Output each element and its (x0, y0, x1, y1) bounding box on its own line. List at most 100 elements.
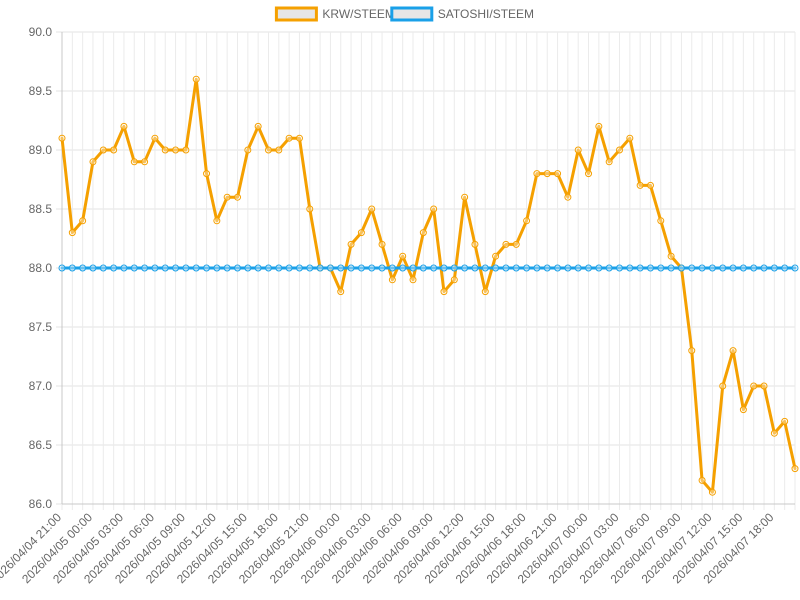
data-point (760, 264, 768, 272)
data-point (791, 465, 799, 473)
data-point (275, 264, 283, 272)
data-point (750, 264, 758, 272)
data-point (264, 146, 272, 154)
data-point (409, 276, 417, 284)
data-point (172, 146, 180, 154)
data-point (781, 264, 789, 272)
y-tick-label: 90.0 (29, 25, 53, 39)
data-point (326, 264, 334, 272)
data-point (203, 264, 211, 272)
data-point (399, 264, 407, 272)
data-point (481, 288, 489, 296)
data-point (430, 205, 438, 213)
data-point (316, 264, 324, 272)
data-point (68, 264, 76, 272)
data-point (182, 146, 190, 154)
data-point (110, 146, 118, 154)
data-point (172, 264, 180, 272)
data-point (512, 264, 520, 272)
legend-swatch (274, 6, 318, 22)
data-point (677, 264, 685, 272)
data-point (523, 264, 531, 272)
data-point (512, 240, 520, 248)
data-point (99, 146, 107, 154)
legend[interactable]: KRW/STEEM SATOSHI/STEEM (274, 6, 534, 22)
data-point (657, 217, 665, 225)
data-point (595, 122, 603, 130)
data-point (234, 264, 242, 272)
data-point (564, 193, 572, 201)
data-point (58, 134, 66, 142)
data-point (667, 252, 675, 260)
data-point (419, 264, 427, 272)
data-point (440, 264, 448, 272)
data-point (605, 264, 613, 272)
data-point (543, 264, 551, 272)
data-point (192, 75, 200, 83)
series-satoshi-steem (58, 264, 799, 272)
legend-item-krw-steem[interactable]: KRW/STEEM (274, 6, 395, 22)
y-tick-label: 88.5 (29, 202, 53, 216)
data-point (585, 264, 593, 272)
data-point (378, 240, 386, 248)
data-point (770, 429, 778, 437)
data-point (502, 240, 510, 248)
data-point (234, 193, 242, 201)
data-point (254, 264, 262, 272)
data-point (347, 240, 355, 248)
data-point (285, 264, 293, 272)
y-tick-label: 88.0 (29, 261, 53, 275)
data-point (729, 264, 737, 272)
data-point (760, 382, 768, 390)
data-point (295, 264, 303, 272)
data-point (739, 264, 747, 272)
data-point (378, 264, 386, 272)
data-point (388, 276, 396, 284)
data-point (368, 264, 376, 272)
data-point (533, 170, 541, 178)
data-point (615, 146, 623, 154)
legend-swatch (390, 6, 434, 22)
data-point (770, 264, 778, 272)
data-point (213, 217, 221, 225)
data-point (306, 264, 314, 272)
data-point (89, 158, 97, 166)
data-point (626, 134, 634, 142)
data-point (130, 158, 138, 166)
data-point (450, 264, 458, 272)
data-point (481, 264, 489, 272)
data-point (688, 347, 696, 355)
data-point (151, 264, 159, 272)
data-point (492, 252, 500, 260)
data-point (368, 205, 376, 213)
data-point (110, 264, 118, 272)
data-point (698, 476, 706, 484)
data-point (141, 158, 149, 166)
data-point (58, 264, 66, 272)
y-tick-label: 87.5 (29, 320, 53, 334)
y-tick-label: 89.5 (29, 84, 53, 98)
series-krw-steem (58, 75, 799, 496)
data-point (99, 264, 107, 272)
data-point (275, 146, 283, 154)
data-point (554, 170, 562, 178)
data-point (295, 134, 303, 142)
data-point (636, 181, 644, 189)
data-point (719, 264, 727, 272)
data-point (130, 264, 138, 272)
data-point (440, 288, 448, 296)
data-point (564, 264, 572, 272)
data-point (667, 264, 675, 272)
data-point (244, 146, 252, 154)
data-point (492, 264, 500, 272)
legend-label: KRW/STEEM (322, 7, 394, 21)
data-point (708, 264, 716, 272)
data-point (471, 264, 479, 272)
data-point (615, 264, 623, 272)
data-point (554, 264, 562, 272)
data-point (574, 264, 582, 272)
legend-item-satoshi-steem[interactable]: SATOSHI/STEEM (390, 6, 534, 22)
data-point (739, 406, 747, 414)
